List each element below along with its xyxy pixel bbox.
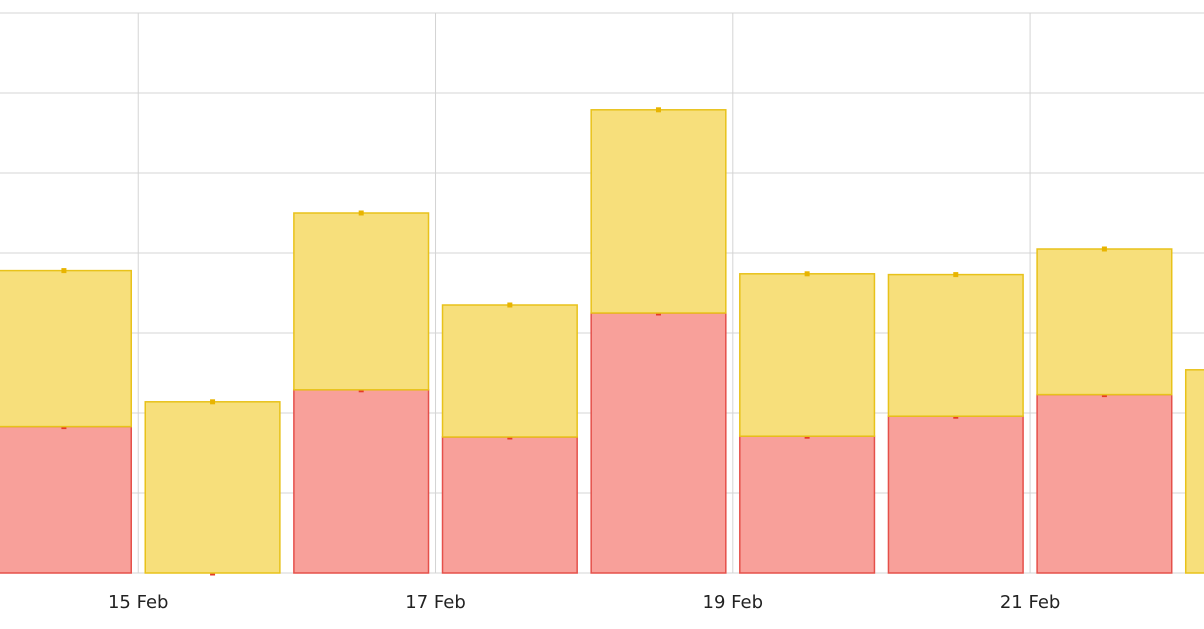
- bar-segment: [293, 389, 430, 574]
- point-marker: [210, 399, 216, 405]
- point-marker: [953, 272, 959, 278]
- x-tick-label: 19 Feb: [703, 592, 764, 613]
- bar-segment: [887, 273, 1024, 417]
- point-marker: [804, 271, 810, 277]
- bar-segment: [590, 312, 727, 574]
- bar-segment: [0, 269, 132, 428]
- bar-segment: [441, 304, 578, 438]
- bar-segment: [441, 436, 578, 574]
- point-marker: [507, 302, 513, 308]
- bar-segment: [1184, 369, 1204, 574]
- bar-segment: [887, 415, 1024, 574]
- bar-segment: [293, 212, 430, 391]
- bar-segment: [739, 435, 876, 574]
- bar-segment: [739, 273, 876, 437]
- point-marker: [358, 210, 364, 216]
- point-marker: [655, 107, 661, 113]
- bar-segment: [144, 401, 281, 574]
- point-marker: [1101, 246, 1107, 252]
- bar-segment: [1036, 393, 1173, 574]
- x-tick-label: 21 Feb: [1000, 592, 1061, 613]
- bar-segment: [590, 109, 727, 314]
- x-tick-label: 17 Feb: [405, 592, 466, 613]
- point-marker: [61, 268, 67, 274]
- bar-segment: [1036, 248, 1173, 396]
- x-tick-label: 15 Feb: [108, 592, 169, 613]
- bar-segment: [0, 425, 132, 574]
